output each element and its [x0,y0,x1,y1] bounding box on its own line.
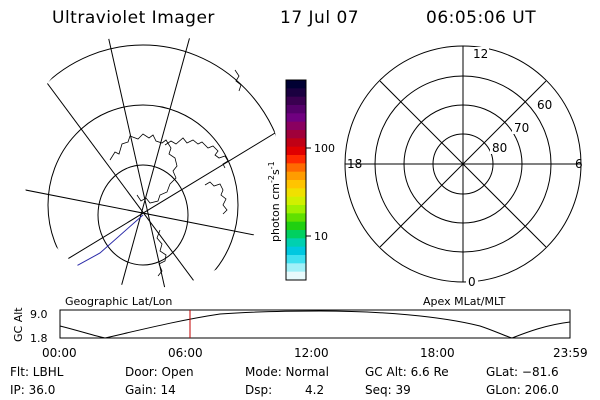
observation-date: 17 Jul 07 [280,8,360,28]
colorbar-unit-label: photon cm-2s-1 [267,161,282,242]
mlt-line-diag-2 [379,80,547,248]
mlat-label-60: 60 [537,98,552,112]
glat-info: GLat: −81.6 [486,365,559,379]
altitude-y-max: 9.0 [30,308,48,321]
geo-lat-ring-2 [47,104,239,288]
colorbar-label-10: 10 [314,230,328,243]
ip-info: IP: 36.0 [10,383,56,397]
coastline-greenland [109,133,178,204]
mlt-label-12: 12 [473,47,488,61]
label-bg [512,121,530,134]
colorbar-block [286,263,306,273]
altitude-ylabel: GC Alt [12,307,25,342]
coastline-north [164,137,229,169]
observation-time: 06:05:06 UT [426,8,537,28]
colorbar-block [286,188,306,198]
geo-lat-ring-3 [22,44,278,288]
mlt-label-0: 0 [468,275,476,289]
colorbar-block [286,213,306,223]
colorbar-block [286,221,306,231]
colorbar-block [286,155,306,164]
time-tick-2359: 23:59 [553,346,588,360]
colorbar-block [286,96,306,106]
instrument-title: Ultraviolet Imager [52,8,215,28]
glon-info: GLon: 206.0 [486,383,559,397]
colorbar-block [286,146,306,156]
label-bg [535,98,553,111]
label-bg [490,141,508,154]
geo-lat-ring-1 [97,164,189,266]
seq-info: Seq: 39 [365,383,411,397]
colorbar-block [286,130,306,139]
colorbar-block [286,121,306,131]
colorbar-block [286,271,306,281]
dsp-label: Dsp: [245,383,273,397]
geo-lon-line-1 [29,59,261,288]
mode-info: Mode: Normal [245,365,329,379]
geo-lon-line-4 [99,32,191,288]
time-tick-1200: 12:00 [294,346,329,360]
coastline-east [204,181,228,215]
colorbar-block [286,138,306,148]
altitude-plot-frame [59,309,571,339]
altitude-curve [59,310,571,339]
time-tick-0600: 06:00 [168,346,203,360]
colorbar-block [286,180,306,189]
altitude-y-min: 1.8 [30,332,48,345]
mlat-label-70: 70 [514,121,529,135]
dsp-value: 4.2 [305,383,325,397]
colorbar-block [286,163,306,173]
colorbar-label-100: 100 [314,142,335,155]
label-bg [466,274,478,287]
gain-info: Gain: 14 [125,383,176,397]
mlt-label-18: 18 [347,157,362,171]
gc-alt-info: GC Alt: 6.6 Re [365,365,449,379]
time-tick-0000: 00:00 [42,346,77,360]
colorbar-block [286,230,306,239]
door-info: Door: Open [125,365,194,379]
time-tick-1800: 18:00 [420,346,455,360]
colorbar-gradient [286,80,306,281]
colorbar-block [286,80,306,89]
colorbar-block [286,238,306,248]
colorbar-block [286,88,306,98]
colorbar-block [286,246,306,256]
colorbar-block [286,113,306,123]
coastline-south [156,229,167,277]
colorbar-block [286,171,306,181]
colorbar-frame [285,79,307,281]
label-bg [471,47,489,60]
mlat-label-80: 80 [492,141,507,155]
colorbar-block [286,196,306,206]
colorbar-block [286,255,306,264]
filter-info: Flt: LBHL [10,365,64,379]
mlt-label-6: 6 [575,157,583,171]
colorbar-block [286,105,306,114]
coastline-northeast [234,69,242,92]
apex-panel-label: Apex MLat/MLT [423,295,506,308]
colorbar-block [286,205,306,214]
geo-lon-line-2 [22,184,278,241]
geographic-panel-label: Geographic Lat/Lon [65,295,172,308]
